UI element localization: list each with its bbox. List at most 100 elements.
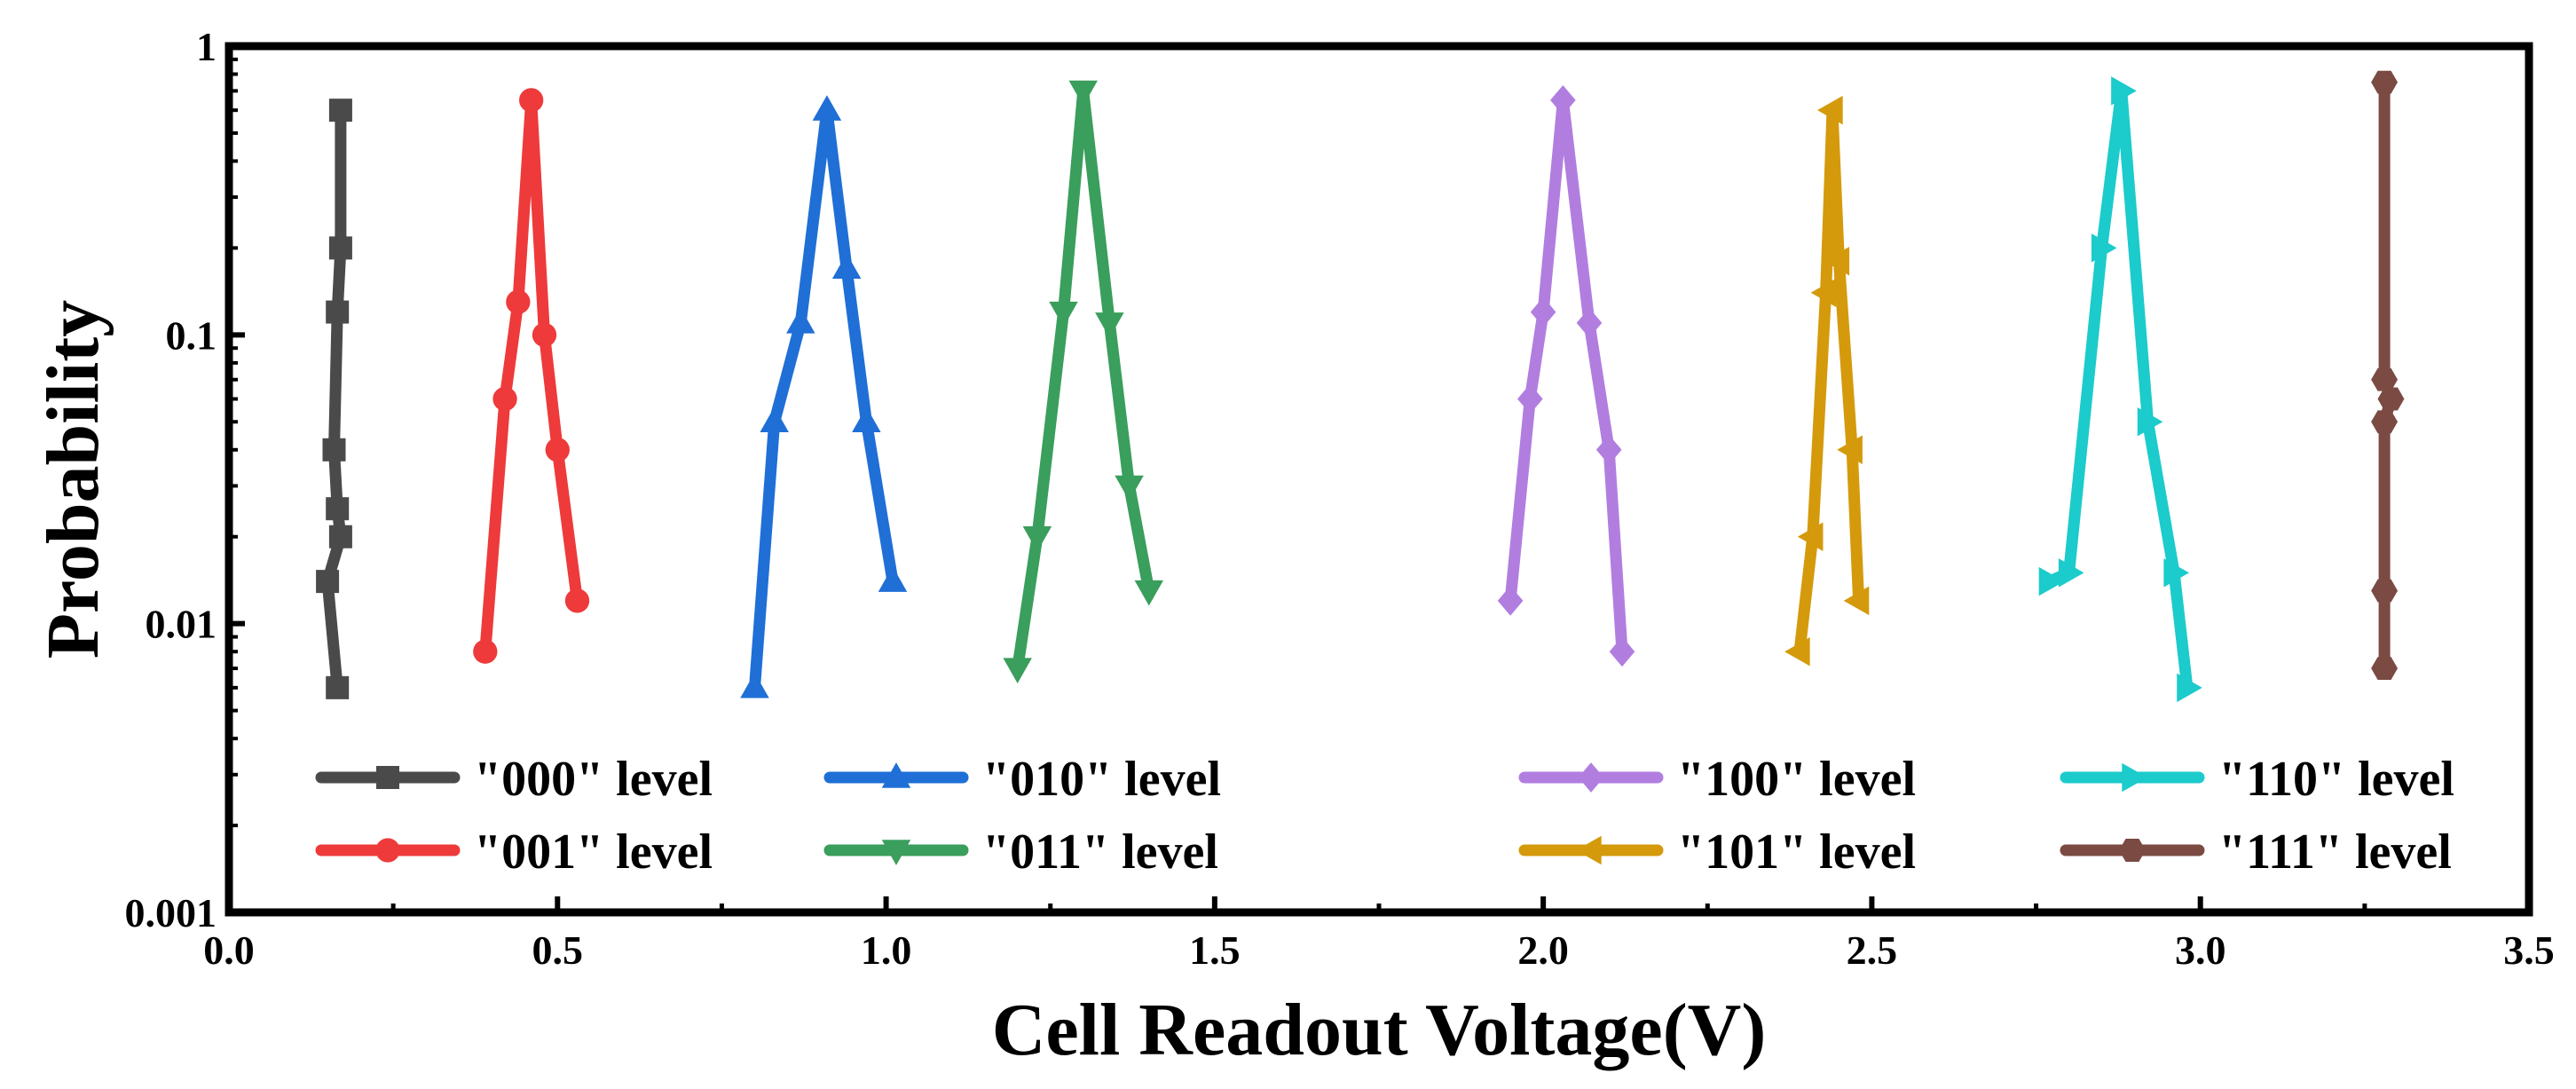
data-point (328, 525, 352, 548)
data-point (2091, 233, 2117, 263)
data-point (1049, 301, 1078, 327)
legend-item: "001" level (315, 825, 713, 880)
series-2 (740, 95, 908, 698)
legend-label: "110" level (2218, 752, 2454, 807)
data-point (2371, 367, 2399, 391)
data-point (1003, 658, 1032, 683)
data-point (532, 322, 557, 347)
data-point (2058, 558, 2084, 588)
data-point (492, 386, 517, 412)
data-point (760, 406, 789, 432)
x-tick-label: 3.0 (2175, 927, 2226, 973)
series-6 (2038, 76, 2202, 703)
data-point (1550, 84, 1576, 115)
y-axis-title: Probability (32, 300, 114, 659)
series-7 (2371, 70, 2405, 681)
data-point (473, 639, 498, 664)
data-point (322, 438, 346, 462)
x-axis-ticks: 0.0 0.5 1.0 1.5 2.0 2.5 3.0 3.5 (203, 896, 2555, 973)
data-point (326, 300, 350, 324)
series-0 (316, 99, 352, 699)
data-point (545, 438, 570, 462)
data-point (519, 88, 544, 113)
data-point (1837, 435, 1863, 465)
y-tick-label: 0.01 (146, 602, 217, 647)
data-point (1824, 247, 1850, 276)
y-tick-label: 0.1 (166, 312, 217, 358)
data-point (328, 236, 352, 260)
x-tick-label: 3.5 (2503, 927, 2555, 973)
legend-item: "000" level (315, 752, 713, 807)
data-point (2371, 410, 2399, 434)
data-point (1134, 580, 1164, 606)
data-point (2371, 657, 2399, 681)
data-point (1095, 312, 1124, 338)
series-1 (473, 88, 590, 664)
data-point (2371, 70, 2399, 94)
legend-swatch-marker (881, 762, 911, 788)
x-tick-label: 0.0 (203, 927, 255, 973)
legend-swatch-marker (1576, 835, 1602, 865)
series-layer (316, 70, 2405, 703)
data-point (1115, 475, 1144, 501)
series-4 (1497, 84, 1635, 667)
data-point (1497, 586, 1524, 616)
legend-item: "011" level (823, 825, 1218, 880)
data-point (878, 566, 908, 592)
data-point (506, 289, 531, 314)
data-point (786, 307, 815, 334)
x-tick-label: 1.5 (1189, 927, 1241, 973)
data-point (1609, 636, 1635, 667)
data-point (1595, 434, 1622, 465)
data-point (2137, 407, 2163, 437)
legend-label: "010" level (982, 752, 1221, 807)
data-point (1022, 526, 1052, 552)
data-point (316, 570, 340, 594)
data-point (564, 588, 590, 613)
data-point (1843, 586, 1870, 616)
legend-label: "011" level (982, 825, 1218, 880)
data-point (1784, 636, 1810, 667)
legend-item: "111" level (2060, 825, 2452, 880)
x-tick-label: 1.0 (861, 927, 912, 973)
data-point (831, 253, 862, 280)
legend-item: "100" level (1518, 752, 1916, 807)
data-point (812, 95, 842, 121)
data-point (1817, 95, 1843, 125)
x-tick-label: 0.5 (532, 927, 584, 973)
data-point (1517, 383, 1543, 414)
data-point (326, 497, 350, 521)
data-point (2038, 566, 2065, 596)
legend-swatch-marker (2122, 762, 2147, 793)
x-axis-title: Cell Readout Voltage(V) (992, 989, 1767, 1071)
data-point (1810, 278, 1837, 308)
legend-swatch-marker (376, 766, 399, 789)
legend-swatch-marker (881, 840, 911, 865)
plot-frame (225, 42, 2533, 917)
legend-item: "010" level (823, 752, 1221, 807)
data-point (1530, 296, 1556, 327)
legend-swatch-marker (1578, 762, 1604, 793)
series-5 (1784, 95, 1870, 667)
data-point (852, 406, 881, 432)
y-tick-label: 0.001 (125, 890, 217, 935)
data-point (2377, 387, 2405, 411)
data-point (326, 675, 350, 699)
legend-item: "101" level (1518, 825, 1916, 880)
legend: "000" level "001" level "010" level "011" l… (315, 752, 2454, 880)
data-point (2163, 558, 2189, 588)
data-point (2371, 579, 2399, 603)
data-point (1576, 307, 1603, 338)
data-point (328, 99, 352, 122)
data-point (1797, 522, 1824, 551)
data-point (2111, 76, 2137, 106)
data-point (740, 672, 769, 698)
legend-label: "100" level (1677, 752, 1916, 807)
x-tick-label: 2.0 (1517, 927, 1569, 973)
legend-label: "001" level (474, 825, 713, 880)
y-tick-label: 1 (196, 24, 217, 69)
legend-label: "000" level (474, 752, 713, 807)
x-tick-label: 2.5 (1847, 927, 1898, 973)
